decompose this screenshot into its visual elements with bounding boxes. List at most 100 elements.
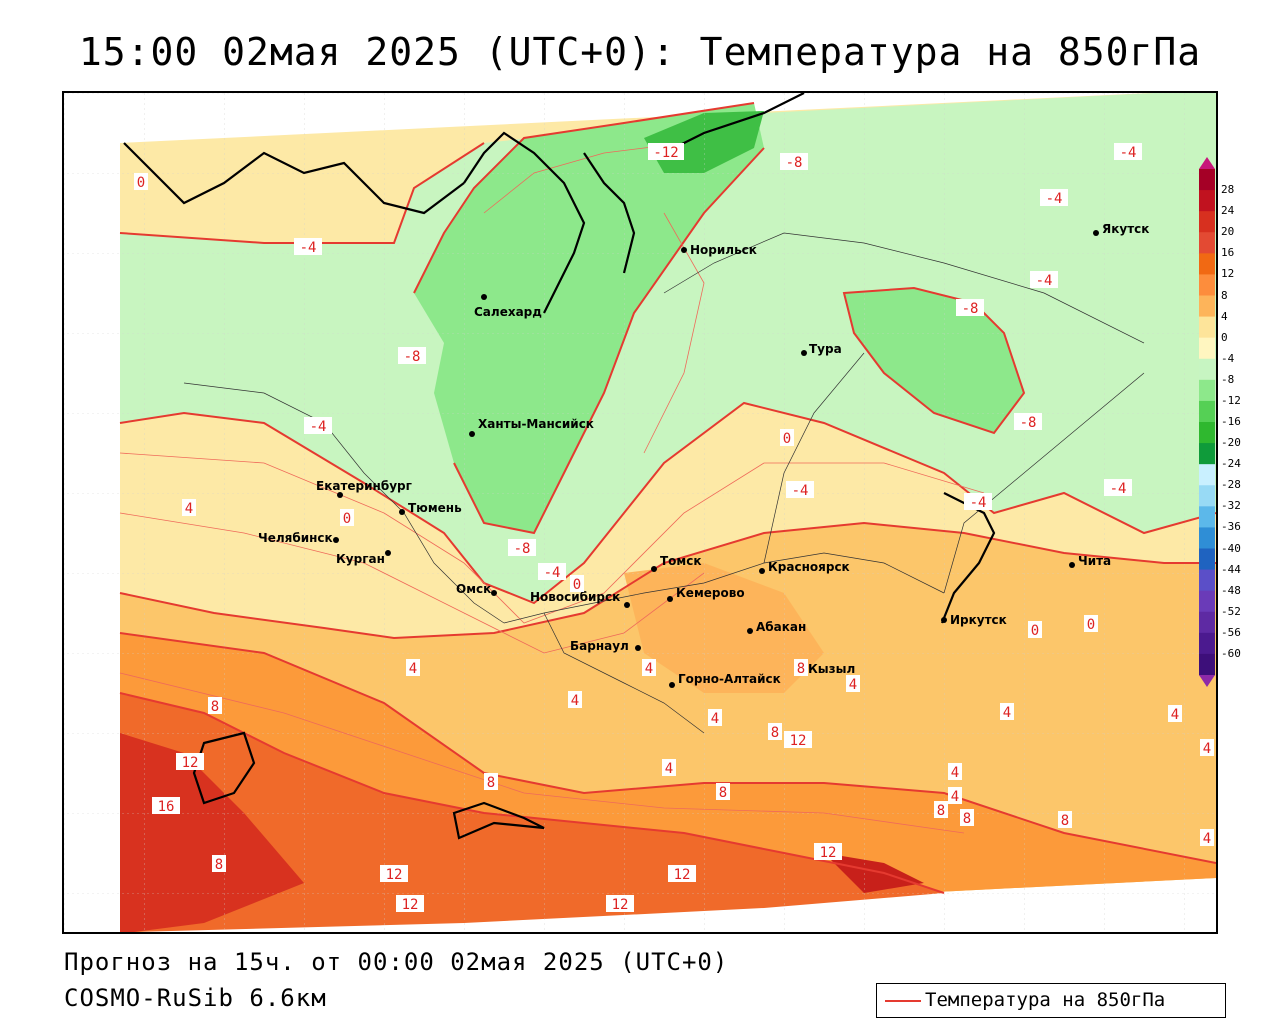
svg-text:0: 0 <box>1087 617 1095 633</box>
svg-text:Челябинск: Челябинск <box>258 531 333 545</box>
svg-text:0: 0 <box>573 577 581 593</box>
city-abakan[interactable]: Абакан <box>747 620 806 634</box>
svg-text:-4: -4 <box>1120 145 1137 161</box>
city-kemerovo[interactable]: Кемерово <box>667 586 745 602</box>
svg-text:4: 4 <box>951 789 959 805</box>
city-chita[interactable]: Чита <box>1069 554 1111 568</box>
svg-text:0: 0 <box>137 175 145 191</box>
city-khanty-mansiysk[interactable]: Ханты-Мансийск <box>469 417 594 437</box>
isotherm-label: 4 <box>662 759 676 777</box>
scale-swatch <box>1199 190 1215 212</box>
city-tomsk[interactable]: Томск <box>651 554 702 572</box>
scale-swatch <box>1199 400 1215 423</box>
scale-swatch <box>1199 527 1215 549</box>
scale-swatch <box>1199 379 1215 402</box>
scale-swatch <box>1199 253 1215 275</box>
model-name: COSMO-RuSib 6.6км <box>64 984 327 1012</box>
svg-text:8: 8 <box>215 857 223 873</box>
scale-tick-label: -20 <box>1221 436 1241 450</box>
svg-text:8: 8 <box>963 811 971 827</box>
isotherm-label: 8 <box>212 855 226 873</box>
isotherm-label: 4 <box>568 691 582 709</box>
scale-arrow-top <box>1199 157 1215 169</box>
scale-tick-label: -12 <box>1221 393 1241 407</box>
isotherm-label: 4 <box>948 787 962 805</box>
isotherm-label: 8 <box>934 801 948 819</box>
scale-swatch <box>1199 569 1215 592</box>
isotherm-label: -4 <box>1114 143 1142 161</box>
map-title: 15:00 02мая 2025 (UTC+0): Температура на… <box>78 30 1202 74</box>
svg-text:12: 12 <box>402 897 419 913</box>
isotherm-label: 12 <box>396 895 424 913</box>
svg-text:4: 4 <box>1171 707 1179 723</box>
isotherm-label: 4 <box>948 763 962 781</box>
city-ekaterinburg[interactable]: Екатеринбург <box>316 479 412 498</box>
scale-tick-label: -32 <box>1221 499 1241 513</box>
svg-text:8: 8 <box>771 725 779 741</box>
scale-swatch <box>1199 316 1215 339</box>
isotherm-label: -4 <box>786 481 814 499</box>
color-scale: 28 24 20 16 12 8 4 0 -4 -8 -12 -16 -20 -24 -28 -32 -36 -4… <box>1199 157 1269 687</box>
svg-text:-8: -8 <box>786 155 803 171</box>
scale-swatch <box>1199 464 1215 486</box>
scale-swatch <box>1199 232 1215 254</box>
svg-text:-8: -8 <box>514 541 531 557</box>
scale-tick-label: -56 <box>1221 625 1241 639</box>
isotherm-label: 8 <box>794 659 808 677</box>
isotherm-label: 8 <box>768 723 782 741</box>
city-tura[interactable]: Тура <box>801 342 842 356</box>
isotherm-label: -8 <box>1014 413 1042 431</box>
city-tyumen[interactable]: Тюмень <box>399 501 462 515</box>
city-kurgan[interactable]: Курган <box>336 550 391 566</box>
scale-swatch <box>1199 548 1215 571</box>
city-novosibirsk[interactable]: Новосибирск <box>530 590 630 608</box>
svg-text:12: 12 <box>820 845 837 861</box>
city-salekhard[interactable]: Салехард <box>474 294 542 319</box>
svg-text:0: 0 <box>343 511 351 527</box>
isotherm-label: 12 <box>784 731 812 749</box>
scale-swatch <box>1199 590 1215 613</box>
city-norilsk[interactable]: Норильск <box>681 243 757 257</box>
svg-text:12: 12 <box>612 897 629 913</box>
city-yakutsk[interactable]: Якутск <box>1093 222 1149 236</box>
svg-text:Томск: Томск <box>660 554 702 568</box>
svg-text:Абакан: Абакан <box>756 620 806 634</box>
svg-text:4: 4 <box>951 765 959 781</box>
svg-text:4: 4 <box>711 711 719 727</box>
isotherm-label: -8 <box>956 299 984 317</box>
city-barnaul[interactable]: Барнаул <box>570 639 641 653</box>
svg-text:-4: -4 <box>300 240 317 256</box>
svg-text:16: 16 <box>158 799 175 815</box>
svg-text:-4: -4 <box>1046 191 1063 207</box>
scale-swatch <box>1199 443 1215 465</box>
svg-text:-8: -8 <box>1020 415 1037 431</box>
isotherm-label: 12 <box>176 753 204 771</box>
svg-text:-4: -4 <box>1110 481 1127 497</box>
scale-tick-label: 24 <box>1221 204 1235 218</box>
city-chelyabinsk[interactable]: Челябинск <box>258 531 339 545</box>
svg-text:12: 12 <box>182 755 199 771</box>
svg-text:Кемерово: Кемерово <box>676 586 745 600</box>
scale-tick-label: -48 <box>1221 583 1241 597</box>
scale-swatch <box>1199 485 1215 507</box>
city-krasnoyarsk[interactable]: Красноярск <box>759 560 850 574</box>
isotherm-label: 8 <box>208 697 222 715</box>
isotherm-label: 4 <box>406 659 420 677</box>
isotherm-label: 8 <box>484 773 498 791</box>
isotherm-label: 4 <box>1200 739 1214 757</box>
svg-text:Чита: Чита <box>1078 554 1111 568</box>
city-gorno-altaysk[interactable]: Горно-Алтайск <box>669 672 781 688</box>
isotherm-label: 0 <box>134 173 148 191</box>
svg-text:-12: -12 <box>653 145 678 161</box>
city-irkutsk[interactable]: Иркутск <box>941 613 1007 627</box>
isotherm-label: 12 <box>380 865 408 883</box>
legend-line-swatch <box>885 1000 921 1002</box>
scale-tick-label: -8 <box>1221 372 1235 386</box>
city-omsk[interactable]: Омск <box>456 582 497 596</box>
isotherm-label: 0 <box>570 575 584 593</box>
temperature-map[interactable]: Салехард Норильск Якутск Тура Ханты-Манс… <box>62 91 1218 934</box>
isotherm-label: 12 <box>814 843 842 861</box>
svg-text:-4: -4 <box>310 419 327 435</box>
svg-text:4: 4 <box>645 661 653 677</box>
admin-borders <box>183 232 1145 734</box>
